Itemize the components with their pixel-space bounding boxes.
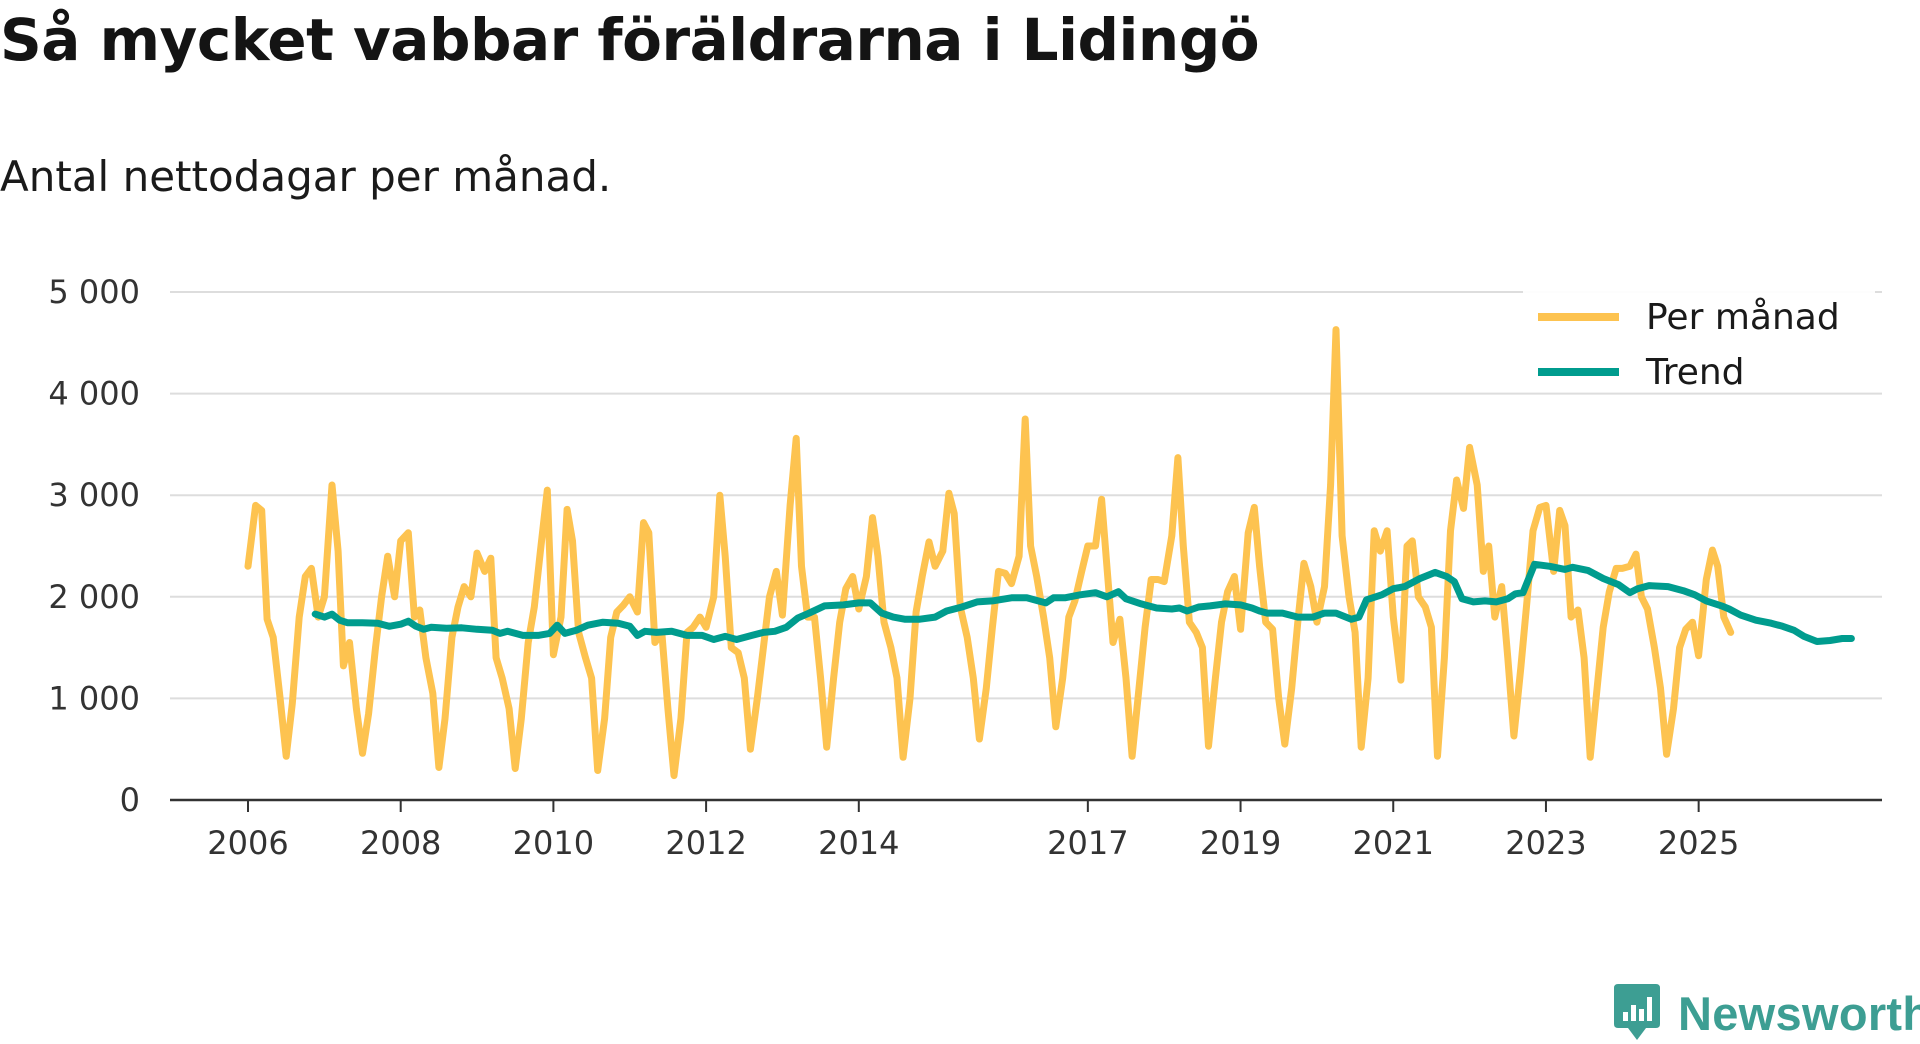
y-tick-label: 2 000 [48,578,140,616]
series-line-trend [311,560,1855,645]
axes: 0 1 000 2 000 3 000 4 000 5 000 2006 2008 2010 20… [48,273,1882,862]
x-tick-label: 2010 [513,824,594,862]
x-tick-label: 2025 [1658,824,1739,862]
series-line-per-manad [244,326,1735,780]
y-tick-label: 5 000 [48,273,140,311]
legend-label-trend: Trend [1645,352,1745,393]
y-tick-label: 3 000 [48,476,140,514]
x-tick-label: 2008 [360,824,441,862]
legend-label-per-manad: Per månad [1646,297,1840,338]
newsworthy-logo: Newsworthy [1612,982,1920,1044]
x-tick-label: 2014 [818,824,899,862]
x-tick-label: 2012 [665,824,746,862]
x-tick-label: 2023 [1505,824,1586,862]
series-lines [244,326,1855,780]
brand-name: Newsworthy [1678,986,1920,1040]
chart-title: Så mycket vabbar föräldrarna i Lidingö [0,6,1260,74]
x-tick-label: 2021 [1353,824,1434,862]
chart-subtitle: Antal nettodagar per månad. [0,152,612,201]
x-tick-label: 2019 [1200,824,1281,862]
y-tick-label: 0 [120,781,140,819]
y-tick-label: 1 000 [48,679,140,717]
y-tick-label: 4 000 [48,375,140,413]
x-tick-label: 2006 [207,824,288,862]
legend: Per månad Trend [1523,290,1875,393]
newsworthy-logo-icon [1614,984,1660,1040]
x-tick-label: 2017 [1047,824,1128,862]
